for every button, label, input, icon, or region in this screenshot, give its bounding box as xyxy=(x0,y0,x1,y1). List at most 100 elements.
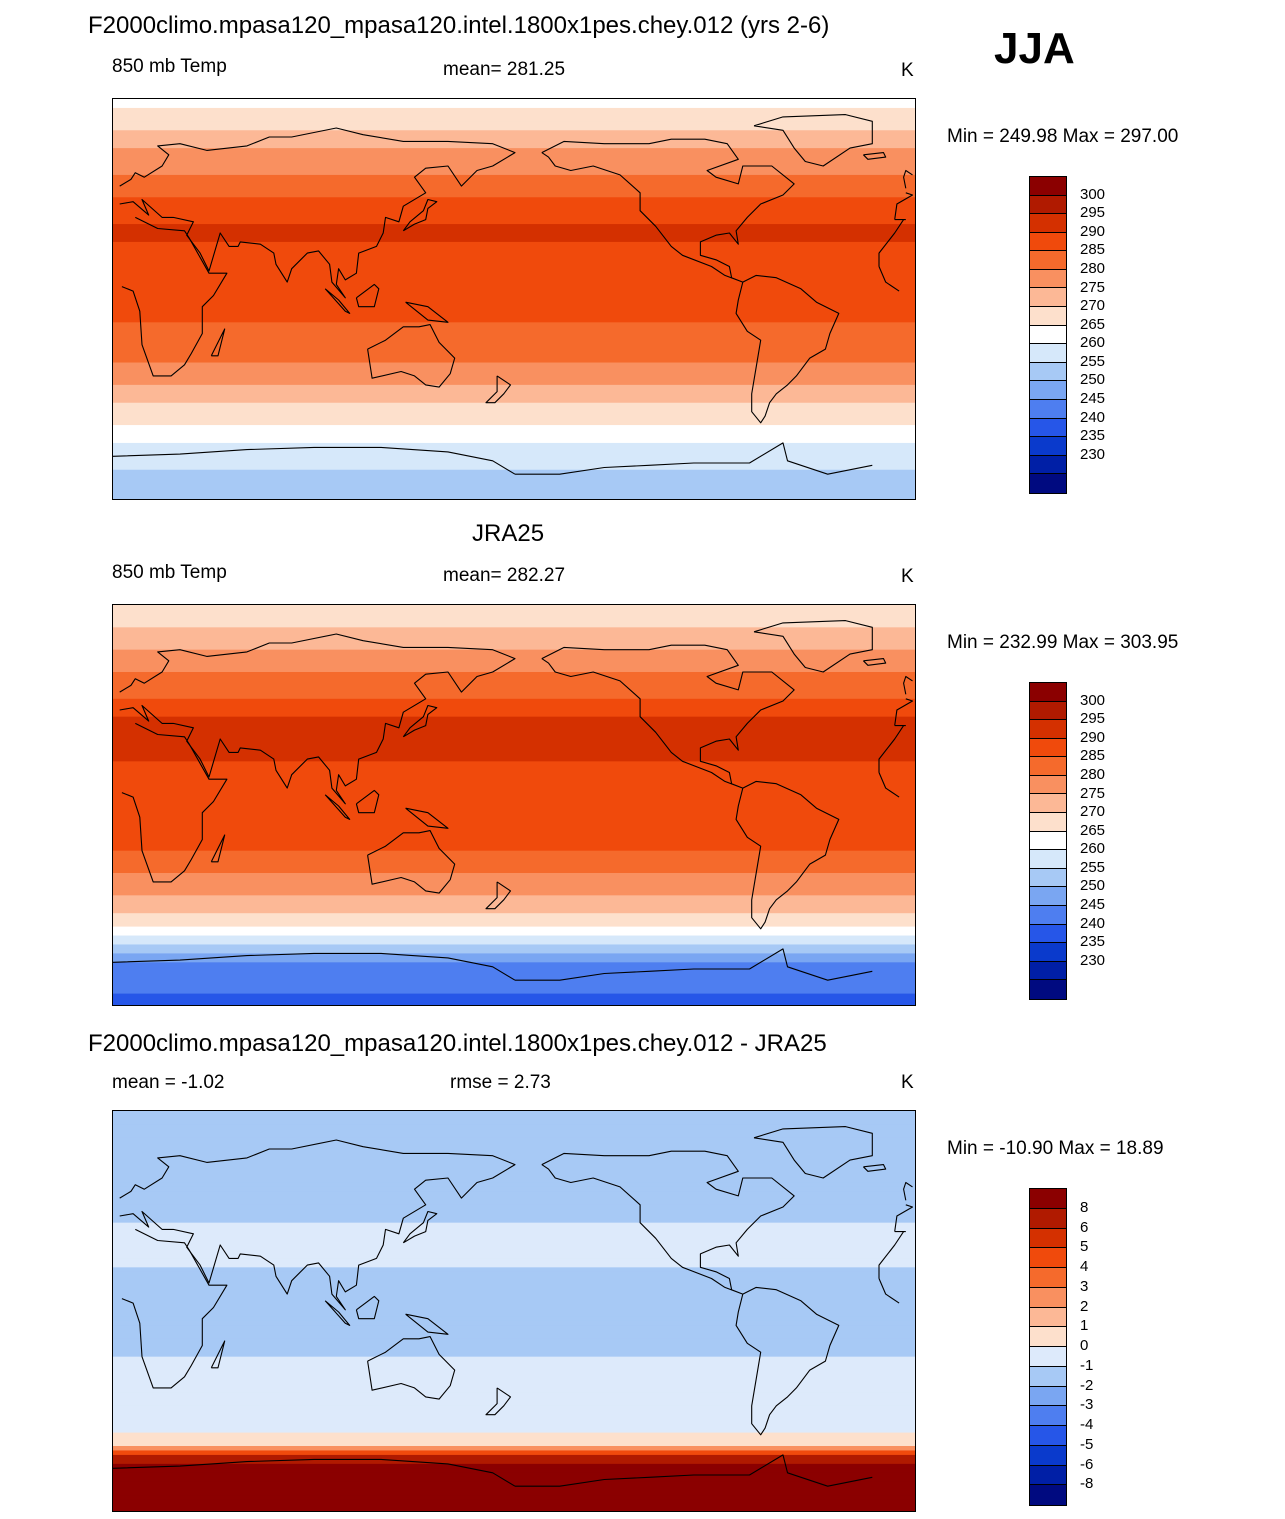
panel-3-title: F2000climo.mpasa120_mpasa120.intel.1800x… xyxy=(88,1030,827,1057)
field-band xyxy=(113,496,915,499)
field-band xyxy=(113,451,915,457)
field-band xyxy=(113,233,915,239)
field-band xyxy=(113,277,915,283)
field-band xyxy=(113,917,915,923)
field-band xyxy=(113,864,915,870)
field-band xyxy=(113,873,915,879)
field-band xyxy=(113,984,915,990)
field-band xyxy=(113,1231,915,1237)
coastline-south-america xyxy=(735,274,840,424)
field-band xyxy=(113,855,915,861)
field-band xyxy=(113,286,915,292)
field-band xyxy=(113,331,915,337)
panel-3-left-label: mean = -1.02 xyxy=(112,1072,225,1093)
field-band xyxy=(113,1160,915,1166)
field-band xyxy=(113,224,915,230)
field-band xyxy=(113,1312,915,1318)
coastline-eurasia xyxy=(119,1139,914,1311)
field-band xyxy=(113,1352,915,1358)
colorbar-swatch xyxy=(1030,701,1066,721)
field-band xyxy=(113,358,915,364)
colorbar-tick-label: 255 xyxy=(1080,352,1106,370)
field-band xyxy=(113,425,915,431)
panel-2-map xyxy=(112,604,916,1006)
panel-1-left-label: 850 mb Temp xyxy=(112,56,227,77)
field-band xyxy=(113,148,915,154)
coastline-iceland xyxy=(863,152,887,160)
field-band xyxy=(113,940,915,946)
field-band xyxy=(113,1459,915,1465)
field-band xyxy=(113,1316,915,1322)
field-band xyxy=(113,371,915,377)
map-field-3 xyxy=(113,1111,915,1511)
field-band xyxy=(113,1320,915,1326)
coastline-new-zealand xyxy=(485,375,512,404)
field-band xyxy=(113,1383,915,1389)
field-band xyxy=(113,1329,915,1335)
panel-2-colorbar xyxy=(1029,682,1067,1000)
colorbar-swatch xyxy=(1030,924,1066,944)
field-band xyxy=(113,210,915,216)
coastline-north-america xyxy=(541,138,795,283)
field-band xyxy=(113,179,915,185)
colorbar-tick-label: 265 xyxy=(1080,315,1106,333)
field-band xyxy=(113,1441,915,1447)
colorbar-swatch xyxy=(1030,1485,1066,1505)
field-band xyxy=(113,761,915,767)
field-band xyxy=(113,1419,915,1425)
panel-1-title: F2000climo.mpasa120_mpasa120.intel.1800x… xyxy=(88,12,830,39)
colorbar-tick-label: -2 xyxy=(1080,1376,1094,1394)
colorbar-tick-label: 285 xyxy=(1080,747,1106,765)
field-band xyxy=(113,806,915,812)
field-band xyxy=(113,1227,915,1233)
field-band xyxy=(113,393,915,399)
field-band xyxy=(113,161,915,167)
colorbar-swatch xyxy=(1030,195,1066,215)
colorbar-swatch xyxy=(1030,757,1066,776)
coastline-new-guinea xyxy=(405,301,449,323)
field-band xyxy=(113,1477,915,1483)
field-band xyxy=(113,139,915,145)
field-band xyxy=(113,250,915,256)
field-band xyxy=(113,1508,915,1511)
colorbar-tick-label: 2 xyxy=(1080,1297,1089,1315)
colorbar-tick-label: 265 xyxy=(1080,821,1106,839)
field-band xyxy=(113,654,915,660)
field-band xyxy=(113,1446,915,1452)
field-band xyxy=(113,335,915,341)
colorbar-swatch xyxy=(1030,1208,1066,1229)
field-band xyxy=(113,273,915,279)
colorbar-swatch xyxy=(1030,1465,1066,1486)
field-band xyxy=(113,411,915,417)
field-band xyxy=(113,1325,915,1331)
field-band xyxy=(113,121,915,127)
field-band xyxy=(113,631,915,637)
colorbar-tick-label: 8 xyxy=(1080,1198,1089,1216)
colorbar-tick-label: 300 xyxy=(1080,185,1106,203)
field-band xyxy=(113,1222,915,1228)
colorbar-tick-label: 235 xyxy=(1080,933,1106,951)
coastline-madagascar xyxy=(210,834,226,863)
colorbar-tick-label: 275 xyxy=(1080,278,1106,296)
colorbar-tick-label: -6 xyxy=(1080,1455,1094,1473)
field-band xyxy=(113,1428,915,1434)
panel-1-mean-label: mean= 281.25 xyxy=(443,59,566,80)
field-band xyxy=(113,183,915,189)
field-band xyxy=(113,99,915,105)
field-band xyxy=(113,1343,915,1349)
field-band xyxy=(113,125,915,131)
colorbar-tick-label: 245 xyxy=(1080,390,1106,408)
field-band xyxy=(113,975,915,981)
field-band xyxy=(113,944,915,950)
field-band xyxy=(113,971,915,977)
field-band xyxy=(113,672,915,678)
colorbar-swatch xyxy=(1030,683,1066,702)
field-band xyxy=(113,841,915,847)
field-band xyxy=(113,1133,915,1139)
coastline-eurasia xyxy=(119,127,914,299)
coastline-uk xyxy=(903,169,913,189)
field-band xyxy=(113,192,915,198)
colorbar-tick-label: 270 xyxy=(1080,803,1106,821)
colorbar-swatch xyxy=(1030,437,1066,456)
field-band xyxy=(113,228,915,234)
